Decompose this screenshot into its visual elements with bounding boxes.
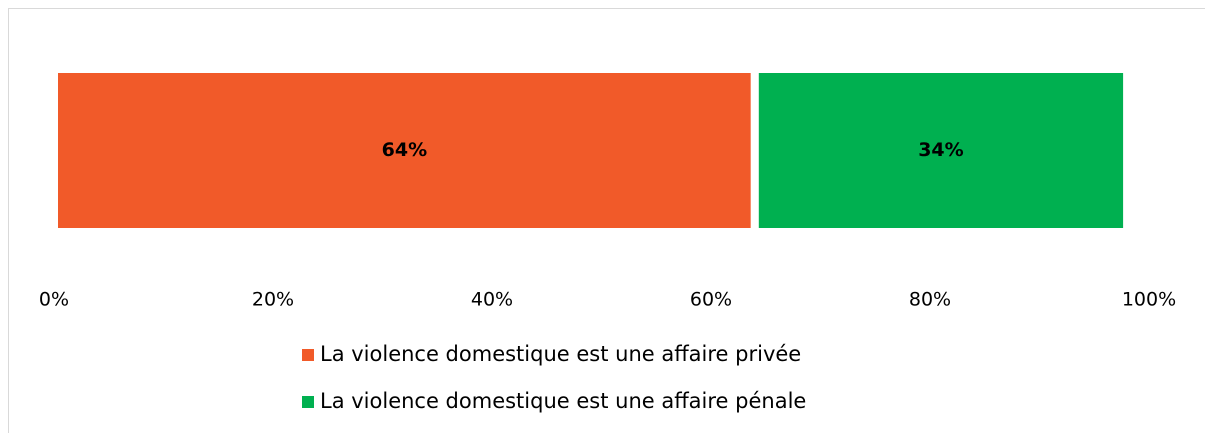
- x-tick-label: 80%: [909, 289, 951, 311]
- x-tick-label: 40%: [471, 289, 513, 311]
- bar-segment: [750, 65, 1132, 236]
- legend-label: La violence domestique est une affaire p…: [320, 342, 801, 366]
- data-label: 34%: [918, 139, 963, 161]
- legend-label: La violence domestique est une affaire p…: [320, 389, 806, 413]
- x-tick-label: 20%: [252, 289, 294, 311]
- data-label: 64%: [382, 139, 427, 161]
- legend-swatch: [302, 396, 314, 408]
- bar-segment: [50, 65, 759, 236]
- x-tick-label: 100%: [1122, 289, 1176, 311]
- chart-frame: [8, 8, 1205, 433]
- x-tick-label: 0%: [39, 289, 69, 311]
- legend-swatch: [302, 349, 314, 361]
- x-tick-label: 60%: [690, 289, 732, 311]
